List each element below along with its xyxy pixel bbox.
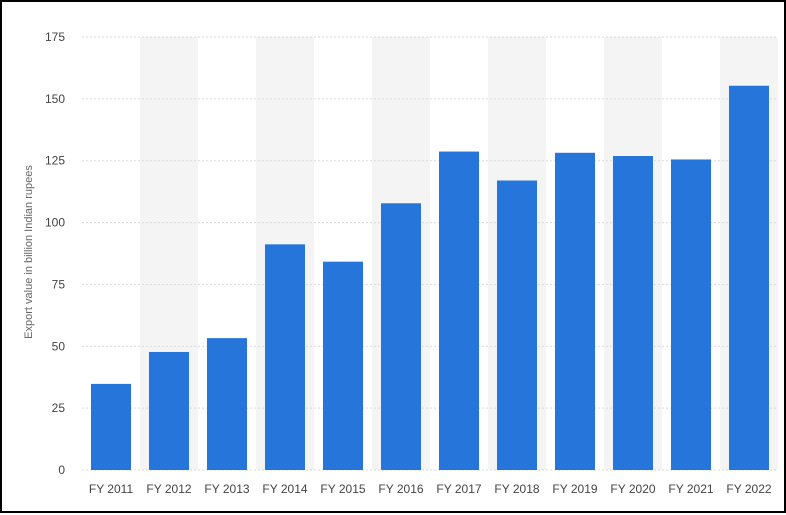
bar[interactable] bbox=[670, 159, 712, 470]
y-tick-label: 150 bbox=[45, 92, 65, 106]
x-tick-label: FY 2019 bbox=[552, 482, 597, 496]
x-tick-label: FY 2012 bbox=[146, 482, 191, 496]
bar[interactable] bbox=[148, 351, 190, 470]
y-tick-label: 125 bbox=[45, 154, 65, 168]
bar[interactable] bbox=[438, 151, 480, 470]
gridlines bbox=[82, 36, 778, 471]
bar[interactable] bbox=[496, 180, 538, 470]
bar[interactable] bbox=[612, 156, 654, 471]
x-tick-label: FY 2014 bbox=[262, 482, 307, 496]
y-axis-title: Export value in billion Indian rupees bbox=[23, 165, 35, 339]
bar[interactable] bbox=[206, 338, 248, 470]
x-tick-label: FY 2018 bbox=[494, 482, 539, 496]
x-tick-label: FY 2021 bbox=[668, 482, 713, 496]
bar[interactable] bbox=[728, 85, 770, 470]
bar[interactable] bbox=[322, 261, 364, 470]
x-tick-label: FY 2011 bbox=[89, 482, 134, 496]
bars bbox=[90, 85, 770, 471]
y-axis-ticks: 0 25 50 75 100 125 150 175 bbox=[45, 30, 65, 477]
x-tick-label: FY 2020 bbox=[610, 482, 655, 496]
bar[interactable] bbox=[380, 203, 422, 470]
x-tick-label: FY 2022 bbox=[726, 482, 771, 496]
y-tick-label: 175 bbox=[45, 30, 65, 44]
bar[interactable] bbox=[554, 152, 596, 470]
x-axis-ticks: FY 2011 FY 2012 FY 2013 FY 2014 FY 2015 FY 20… bbox=[89, 482, 772, 496]
y-tick-label: 0 bbox=[58, 463, 65, 477]
y-tick-label: 25 bbox=[52, 401, 66, 415]
bar[interactable] bbox=[264, 244, 306, 470]
y-tick-label: 75 bbox=[52, 277, 66, 291]
x-tick-label: FY 2017 bbox=[436, 482, 481, 496]
x-tick-label: FY 2013 bbox=[204, 482, 249, 496]
x-tick-label: FY 2015 bbox=[320, 482, 365, 496]
y-tick-label: 50 bbox=[52, 339, 66, 353]
x-tick-label: FY 2016 bbox=[378, 482, 423, 496]
bar[interactable] bbox=[90, 383, 132, 470]
y-tick-label: 100 bbox=[45, 216, 65, 230]
